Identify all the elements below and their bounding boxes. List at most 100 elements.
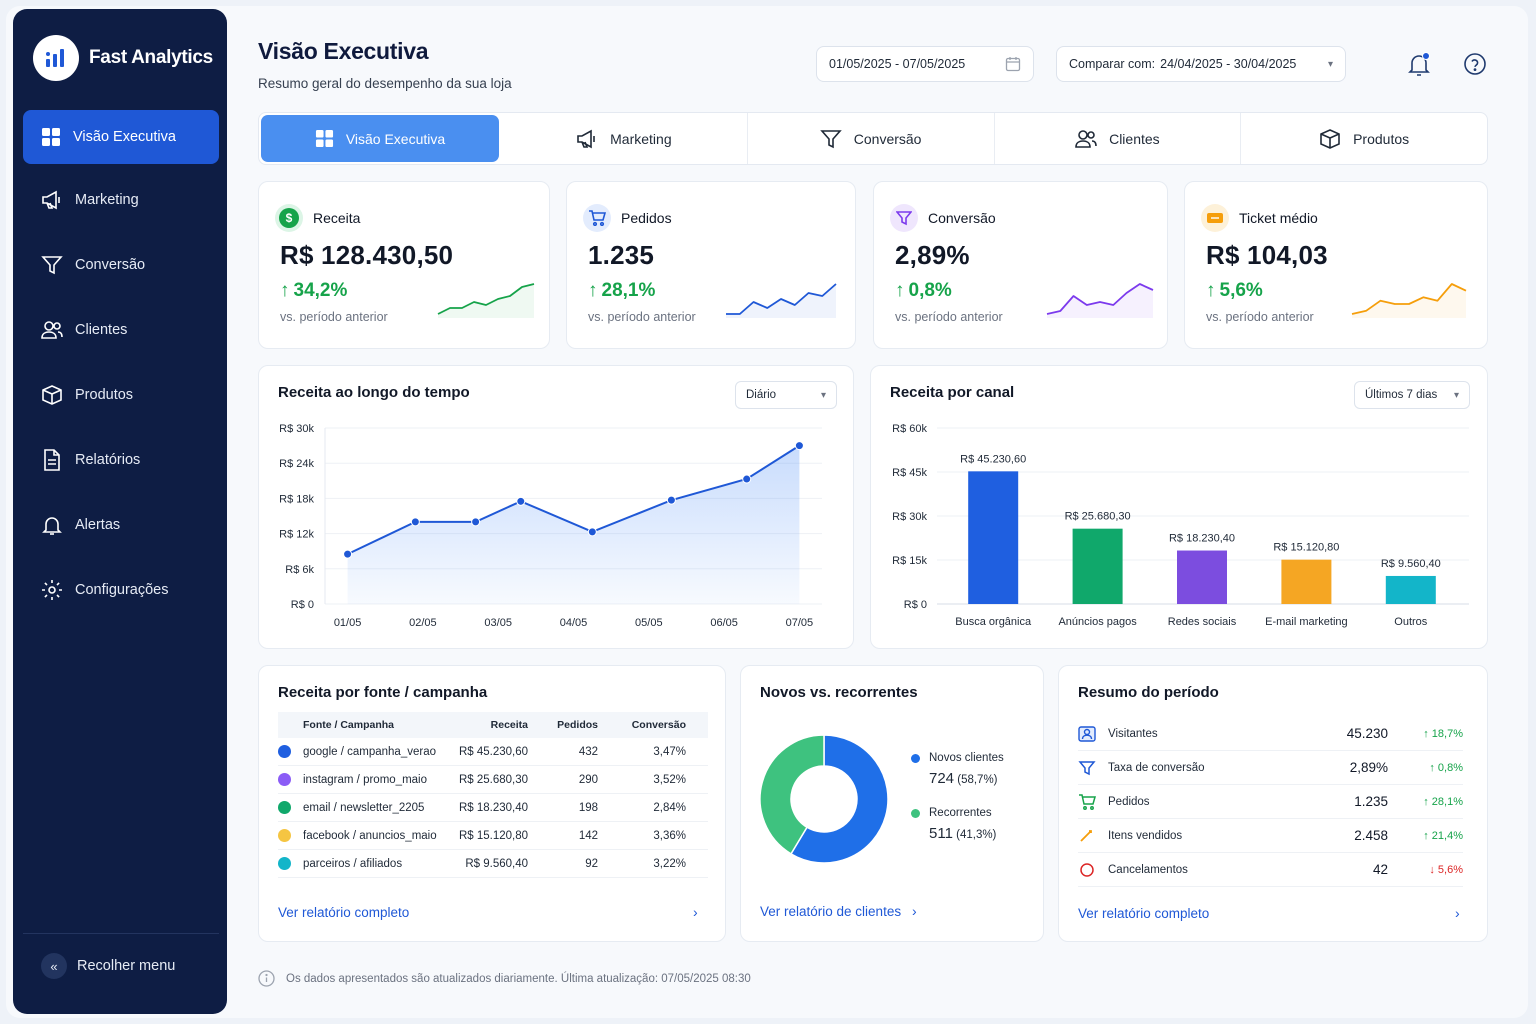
legend-label: Novos clientes: [929, 752, 1004, 764]
bar[interactable]: [1281, 559, 1332, 604]
x-tick-label: 01/05: [334, 617, 362, 629]
tab-marketing[interactable]: Marketing: [501, 113, 748, 164]
data-point[interactable]: [666, 495, 676, 505]
grid-icon: [315, 129, 333, 148]
tab-label: Visão Executiva: [345, 130, 446, 147]
revenue-line-chart: R$ 0 R$ 6k R$ 12k R$ 18k R$ 24k R$ 30k 01/05 02…: [279, 423, 822, 629]
sidebar: Fast Analytics Visão Executiva Marketing…: [13, 9, 227, 1014]
source-color-dot: [278, 745, 291, 758]
data-point[interactable]: [742, 474, 752, 484]
kpi-value: R$ 128.430,50: [280, 240, 454, 270]
gear-icon: [42, 580, 62, 600]
kpi-label: Pedidos: [621, 210, 672, 226]
table-row[interactable]: email / newsletter_2205 R$ 18.230,40 198…: [278, 794, 708, 822]
data-point[interactable]: [516, 496, 526, 506]
data-point[interactable]: [587, 527, 597, 537]
tab-label: Produtos: [1353, 130, 1410, 147]
source-name: email / newsletter_2205: [303, 801, 425, 814]
tab-produtos[interactable]: Produtos: [1241, 113, 1487, 164]
users-icon: [1075, 129, 1097, 148]
sidebar-item-relatorios[interactable]: Relatórios: [23, 433, 219, 487]
source-revenue: R$ 9.560,40: [465, 857, 528, 870]
card-title: Resumo do período: [1078, 684, 1219, 701]
sparkline-line: [726, 283, 837, 315]
table-row[interactable]: instagram / promo_maio R$ 25.680,30 290 …: [278, 766, 708, 794]
sidebar-item-produtos[interactable]: Produtos: [23, 368, 219, 422]
compare-range-select[interactable]: Comparar com: 24/04/2025 - 30/04/2025 ▾: [1056, 46, 1346, 82]
bar[interactable]: [1177, 550, 1227, 604]
sidebar-item-conversao[interactable]: Conversão: [23, 238, 219, 292]
x-tick-label: E-mail marketing: [1265, 616, 1348, 628]
notifications-button[interactable]: [1407, 52, 1431, 83]
select-value: Últimos 7 dias: [1365, 389, 1438, 401]
customers-report-link[interactable]: Ver relatório de clientes: [760, 904, 902, 919]
data-point[interactable]: [343, 549, 353, 559]
collapse-menu-button[interactable]: « Recolher menu: [23, 939, 219, 993]
chevron-right-icon[interactable]: ›: [912, 903, 917, 919]
arrow-up-icon: ↑: [895, 280, 905, 301]
summary-report-link[interactable]: Ver relatório completo: [1078, 906, 1210, 921]
summary-value: 45.230: [1346, 726, 1388, 741]
help-button[interactable]: [1463, 52, 1487, 81]
tab-label: Marketing: [610, 130, 672, 147]
tab-clientes[interactable]: Clientes: [995, 113, 1242, 164]
granularity-select[interactable]: Diário ▾: [735, 381, 837, 409]
kpi-note: vs. período anterior: [588, 310, 696, 324]
footer-text: Os dados apresentados são atualizados di…: [286, 972, 751, 985]
box-icon: [1320, 128, 1340, 149]
document-icon: [44, 449, 60, 471]
tab-visao-executiva[interactable]: Visão Executiva: [261, 115, 499, 162]
data-point[interactable]: [794, 441, 804, 451]
date-range-picker[interactable]: 01/05/2025 - 07/05/2025: [816, 46, 1034, 82]
sidebar-item-label: Visão Executiva: [73, 129, 176, 145]
source-conversion: 3,36%: [653, 829, 686, 842]
donut-segment[interactable]: [759, 734, 825, 855]
sparkline-line: [437, 283, 535, 315]
chevron-right-icon[interactable]: ›: [693, 904, 698, 920]
series-line: [347, 444, 800, 556]
sidebar-item-configuracoes[interactable]: Configurações: [23, 563, 219, 617]
data-point[interactable]: [471, 517, 481, 527]
source-revenue: R$ 15.120,80: [458, 829, 528, 842]
kpi-value: 2,89%: [895, 240, 970, 270]
kpi-card-pedidos: Pedidos 1.235 ↑ 28,1% vs. período anterio…: [566, 181, 856, 349]
kpi-note: vs. período anterior: [1206, 310, 1314, 324]
data-point[interactable]: [410, 517, 420, 527]
sidebar-item-visao-executiva[interactable]: Visão Executiva: [23, 110, 219, 164]
x-tick-label: 02/05: [409, 617, 437, 629]
sparkline-area: [1352, 284, 1466, 318]
chevron-down-icon: ▾: [1453, 389, 1459, 401]
brand[interactable]: Fast Analytics: [33, 35, 213, 81]
chevrons-left-icon: «: [41, 953, 67, 979]
chevron-down-icon: ▾: [1327, 58, 1333, 70]
y-tick-label: R$ 60k: [892, 423, 927, 435]
bar-value-label: R$ 15.120,80: [1273, 542, 1339, 554]
card-title: Novos vs. recorrentes: [760, 684, 918, 701]
sidebar-item-marketing[interactable]: Marketing: [23, 173, 219, 227]
chevron-right-icon[interactable]: ›: [1455, 905, 1460, 921]
sidebar-item-label: Produtos: [75, 387, 134, 403]
sidebar-item-alertas[interactable]: Alertas: [23, 498, 219, 552]
kpi-delta: ↑ 5,6%: [1206, 280, 1263, 302]
table-row[interactable]: google / campanha_verao R$ 45.230,60 432…: [278, 738, 708, 766]
bar[interactable]: [1385, 575, 1436, 604]
kpi-delta-value: 0,8%: [908, 280, 952, 301]
table-row[interactable]: parceiros / afiliados R$ 9.560,40 92 3,2…: [278, 850, 708, 878]
tab-conversao[interactable]: Conversão: [748, 113, 995, 164]
source-revenue: R$ 25.680,30: [458, 773, 528, 786]
kpi-card-receita: $ Receita R$ 128.430,50 ↑ 34,2% vs. períod…: [258, 181, 550, 349]
sparkline: [437, 283, 535, 318]
bar[interactable]: [1072, 528, 1123, 604]
period-select[interactable]: Últimos 7 dias ▾: [1354, 381, 1470, 409]
x-tick-label: 04/05: [560, 617, 588, 629]
table-row[interactable]: facebook / anuncios_maio R$ 15.120,80 14…: [278, 822, 708, 850]
revenue-by-source-card: Receita por fonte / campanha Fonte / Cam…: [258, 665, 726, 942]
bar-value-label: R$ 45.230,60: [960, 453, 1026, 465]
kpi-value: R$ 104,03: [1206, 240, 1328, 270]
sidebar-item-clientes[interactable]: Clientes: [23, 303, 219, 357]
kpi-delta: ↑ 28,1%: [588, 280, 655, 302]
bar[interactable]: [968, 471, 1019, 604]
donut-segment[interactable]: [789, 734, 889, 864]
bell-icon: [42, 517, 62, 535]
full-report-link[interactable]: Ver relatório completo: [278, 905, 410, 920]
